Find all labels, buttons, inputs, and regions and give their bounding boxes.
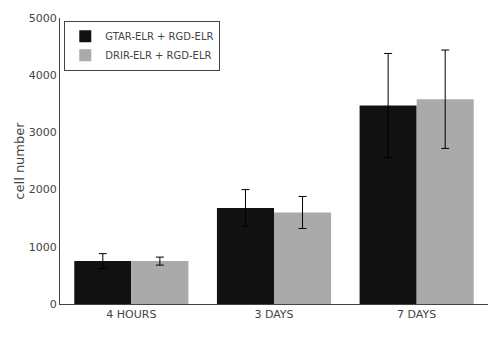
svg-text:3000: 3000 (29, 126, 57, 139)
svg-text:3 DAYS: 3 DAYS (254, 308, 293, 321)
svg-text:0: 0 (50, 298, 57, 311)
svg-text:DRIR-ELR + RGD-ELR: DRIR-ELR + RGD-ELR (105, 50, 211, 61)
svg-text:4000: 4000 (29, 69, 57, 82)
svg-text:4 HOURS: 4 HOURS (106, 308, 156, 321)
svg-text:1000: 1000 (29, 241, 57, 254)
svg-text:cell number: cell number (12, 122, 27, 200)
svg-text:5000: 5000 (29, 12, 57, 25)
svg-text:7 DAYS: 7 DAYS (397, 308, 436, 321)
svg-text:GTAR-ELR + RGD-ELR: GTAR-ELR + RGD-ELR (105, 31, 213, 42)
svg-text:2000: 2000 (29, 183, 57, 196)
